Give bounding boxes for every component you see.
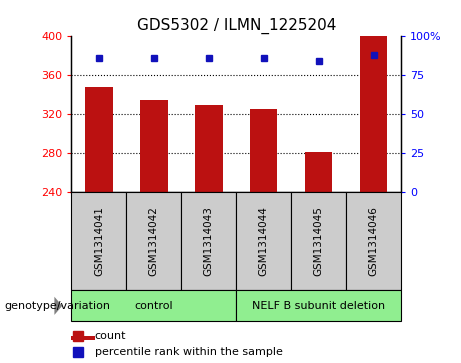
Bar [195, 105, 223, 192]
Bar [71, 290, 236, 321]
Text: GSM1314044: GSM1314044 [259, 207, 269, 276]
Text: GSM1314043: GSM1314043 [204, 207, 214, 276]
Text: percentile rank within the sample: percentile rank within the sample [95, 347, 283, 357]
Text: GSM1314042: GSM1314042 [149, 207, 159, 276]
Text: genotype/variation: genotype/variation [5, 301, 111, 311]
Bar [236, 192, 291, 290]
Bar [126, 192, 181, 290]
Bar [181, 192, 236, 290]
Bar [346, 192, 401, 290]
Bar [360, 36, 387, 192]
Bar [250, 110, 278, 192]
Bar [71, 192, 126, 290]
Text: count: count [95, 331, 126, 341]
Bar [85, 87, 112, 192]
Title: GDS5302 / ILMN_1225204: GDS5302 / ILMN_1225204 [136, 17, 336, 33]
Bar [71, 335, 95, 340]
Text: GSM1314041: GSM1314041 [94, 207, 104, 276]
Bar [305, 152, 332, 192]
Bar [291, 192, 346, 290]
Text: NELF B subunit deletion: NELF B subunit deletion [252, 301, 385, 311]
Text: control: control [135, 301, 173, 311]
Bar [236, 290, 401, 321]
Text: GSM1314045: GSM1314045 [313, 207, 324, 276]
Bar [140, 100, 168, 192]
Text: GSM1314046: GSM1314046 [369, 207, 378, 276]
